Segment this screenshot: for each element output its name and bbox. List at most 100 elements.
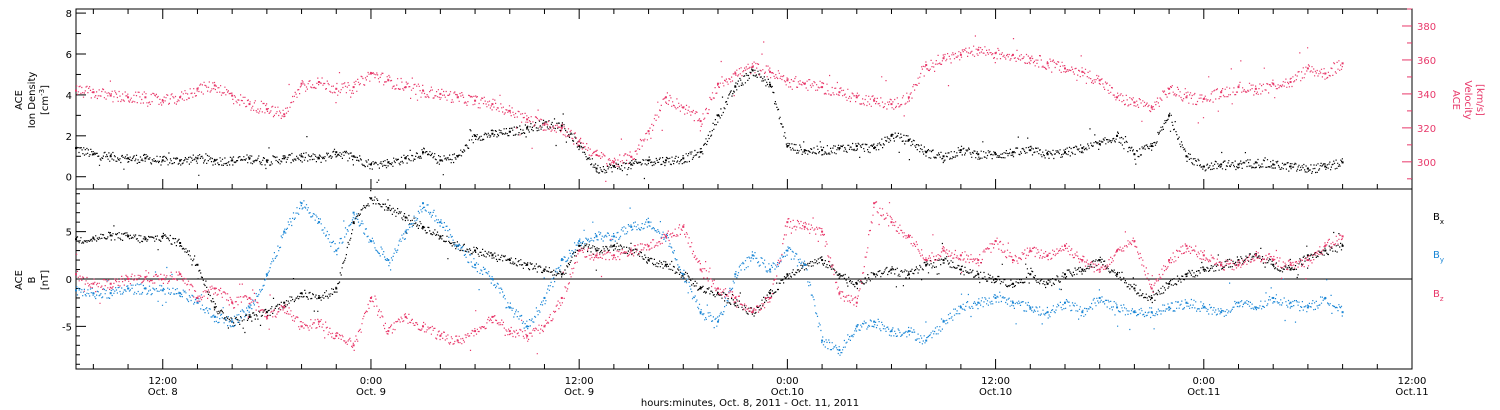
velocity-series-point xyxy=(1185,96,1188,99)
velocity-series-point xyxy=(491,103,494,106)
top-right-label-line1: ACE xyxy=(1450,90,1461,110)
density-series-point xyxy=(213,159,216,162)
b-tick-label: 5 xyxy=(66,228,72,239)
bz-series-point xyxy=(369,296,372,299)
legend-entry-By: By xyxy=(1433,250,1444,264)
velocity-series-point xyxy=(75,89,77,92)
bz-series-point xyxy=(734,296,737,299)
bx-series-point xyxy=(422,225,425,228)
by-series-point xyxy=(699,311,702,314)
bz-series-point xyxy=(508,330,511,333)
velocity-series-point xyxy=(1150,106,1153,109)
density-series-point xyxy=(144,157,147,160)
bx-series-point xyxy=(179,242,182,244)
top-left-label-line1: ACE xyxy=(14,90,25,110)
density-series-point xyxy=(994,153,997,156)
velocity-series-point xyxy=(821,86,824,89)
legend-subscript: z xyxy=(1440,295,1444,303)
bottom-x-axis xyxy=(92,359,1413,369)
bottom-left-axis: -5 0 5 xyxy=(62,193,86,365)
bz-series-point xyxy=(1341,235,1344,238)
bx-series-point xyxy=(716,292,719,295)
x-tick-label-time: 0:00 xyxy=(1193,376,1215,387)
density-series-point xyxy=(456,155,459,158)
velocity-series-point xyxy=(1168,87,1171,90)
bz-series-point xyxy=(109,282,112,285)
bz-series-point xyxy=(387,330,390,333)
velocity-series-point xyxy=(994,52,997,55)
density-series-point xyxy=(786,145,789,148)
density-tick-label: 2 xyxy=(66,132,72,143)
density-series-point xyxy=(439,159,442,162)
legend-symbol: B xyxy=(1433,250,1440,261)
velocity-series-point xyxy=(1098,79,1101,82)
by-series-point xyxy=(283,230,286,233)
bx-series-point xyxy=(526,263,529,266)
top-left-label-line2: Ion Density xyxy=(27,72,38,129)
bz-series-point xyxy=(682,225,685,228)
density-series-point xyxy=(1220,163,1223,166)
by-series-point xyxy=(873,320,876,323)
bx-series-point xyxy=(699,287,702,290)
by-series-point xyxy=(1029,306,1032,309)
bz-series-point xyxy=(1046,254,1049,257)
top-left-unit: [cm-3] xyxy=(38,85,51,115)
density-series-point xyxy=(1011,151,1014,154)
bz-series-point xyxy=(75,273,77,276)
velocity-series-point xyxy=(925,64,928,67)
density-series-point xyxy=(283,157,286,160)
density-series-point xyxy=(161,159,164,162)
bz-series-point xyxy=(855,301,858,304)
velocity-series-point xyxy=(439,92,442,95)
bx-series-point xyxy=(127,235,130,238)
density-series-point xyxy=(647,159,650,162)
density-series-point xyxy=(300,155,303,158)
density-series-point xyxy=(1029,149,1032,152)
by-series-point xyxy=(439,221,442,224)
density-series-point xyxy=(317,157,320,160)
bx-series-point xyxy=(1202,268,1205,271)
by-series-point xyxy=(1046,311,1049,314)
density-series-point xyxy=(92,153,95,156)
density-series-point xyxy=(890,134,893,137)
velocity-series-point xyxy=(109,94,112,97)
velocity-tick-label: 380 xyxy=(1417,22,1436,33)
velocity-series-point xyxy=(526,118,529,121)
x-tick-label-date: Oct.10 xyxy=(771,387,804,398)
top-left-unit-end: ] xyxy=(40,85,51,89)
density-series-point xyxy=(196,157,199,160)
bx-series-point xyxy=(612,244,615,247)
by-series-point xyxy=(716,320,719,323)
x-tick-label-time: 0:00 xyxy=(360,376,382,387)
velocity-series-point xyxy=(873,99,876,102)
density-series-point xyxy=(127,157,130,160)
by-series-point xyxy=(543,296,546,299)
density-tick-label: 4 xyxy=(66,91,72,102)
bx-series-group xyxy=(75,190,1344,334)
bz-series-point xyxy=(699,268,702,271)
by-series-point xyxy=(769,268,772,271)
by-series-point xyxy=(526,325,529,328)
x-tick-label-date: Oct.10 xyxy=(979,387,1012,398)
bz-series-point xyxy=(1237,263,1240,266)
by-series-point xyxy=(751,254,754,257)
bx-series-point xyxy=(769,292,772,295)
velocity-series-point xyxy=(751,65,754,68)
bz-series-point xyxy=(821,230,824,233)
bx-series-point xyxy=(248,315,251,318)
by-series-point xyxy=(925,339,928,342)
bz-series-point xyxy=(1289,263,1292,266)
bz-series-point xyxy=(907,235,910,238)
velocity-series-point xyxy=(508,109,511,112)
density-series-point xyxy=(248,157,251,160)
density-series-point xyxy=(1063,151,1066,154)
by-series-point xyxy=(838,349,841,352)
bx-series-point xyxy=(508,259,511,262)
velocity-series-point xyxy=(300,82,303,85)
bx-series-point xyxy=(92,237,95,240)
density-series-point xyxy=(265,159,268,162)
by-series-point xyxy=(959,306,962,309)
by-series-point xyxy=(422,202,425,205)
